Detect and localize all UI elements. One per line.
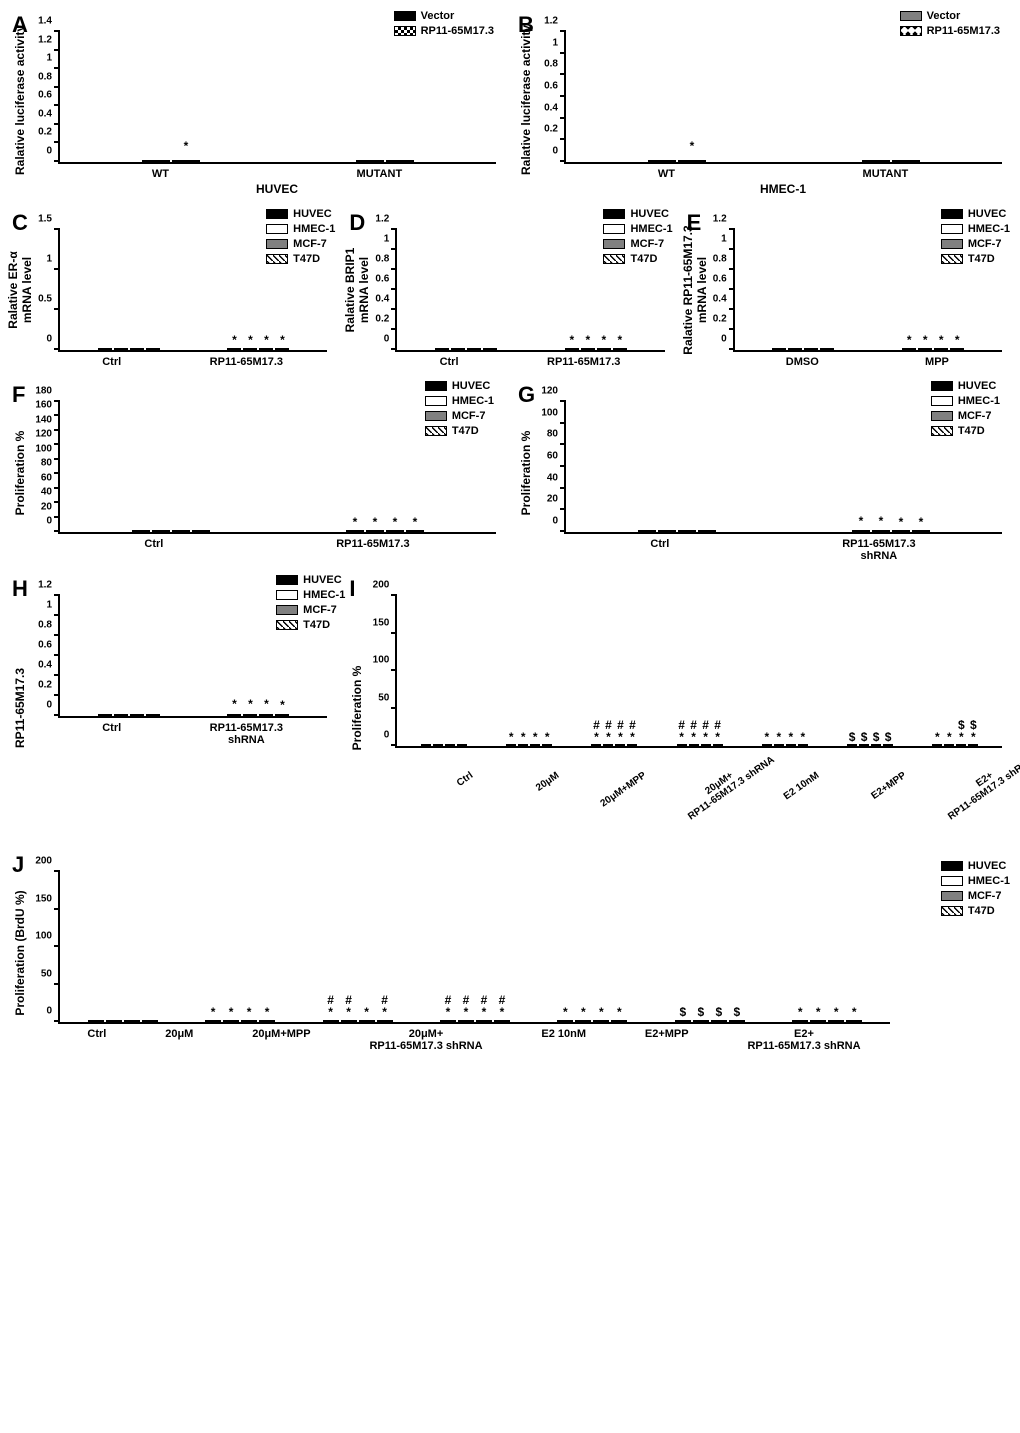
panel-F: FProliferation %020406080100120140160180… <box>10 380 504 566</box>
panel-H: HRP11-65M17.300.20.40.60.811.2****CtrlRP… <box>10 574 335 842</box>
panel-J: JProliferation (BrdU %)050100150200****#… <box>10 850 1010 1056</box>
panel-D: DRalative BRIP1mRNA level00.20.40.60.811… <box>347 208 672 372</box>
panel-B: BRalative luciferase activity00.20.40.60… <box>516 10 1010 200</box>
panel-E: ERalative RP11-65M17.3mRNA level00.20.40… <box>685 208 1010 372</box>
panel-C: CRalative ER-αmRNA level00.511.5****Ctrl… <box>10 208 335 372</box>
panel-I: IProliferation %050100150200****#*#*#*#*… <box>347 574 1010 842</box>
panel-A: ARalative luciferase activity00.20.40.60… <box>10 10 504 200</box>
panel-G: GProliferation %020406080100120****CtrlR… <box>516 380 1010 566</box>
